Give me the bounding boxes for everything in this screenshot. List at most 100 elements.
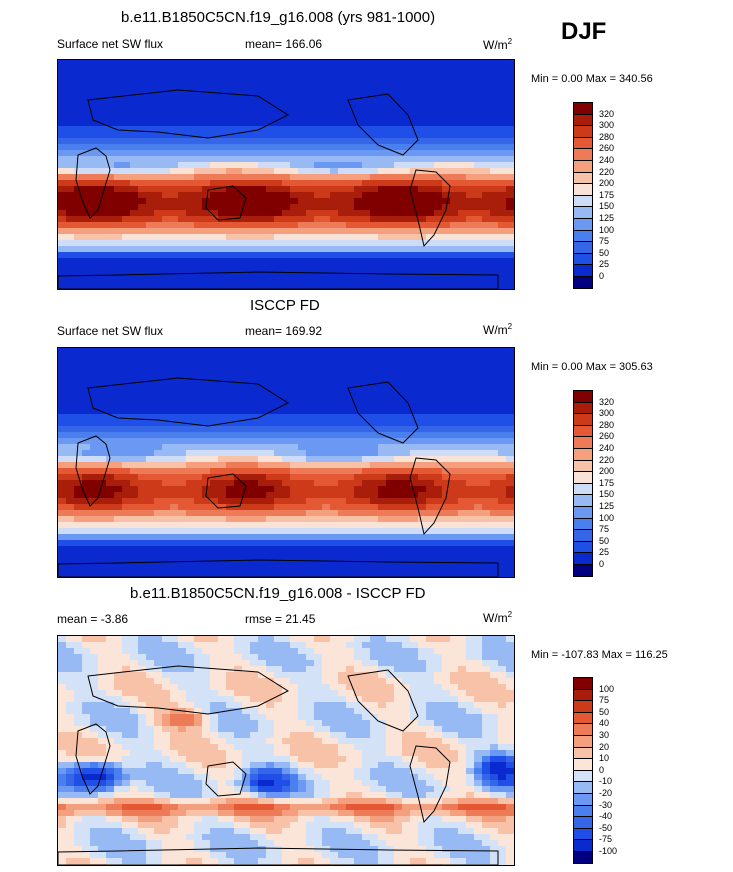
field-cell	[314, 672, 323, 679]
field-cell	[434, 558, 443, 565]
field-cell	[362, 126, 371, 133]
field-cell	[314, 426, 323, 433]
field-cell	[290, 426, 299, 433]
field-cell	[74, 540, 83, 547]
field-cell	[330, 150, 339, 157]
field-cell	[98, 666, 107, 673]
field-cell	[106, 60, 115, 67]
field-cell	[506, 522, 514, 529]
field-cell	[394, 648, 403, 655]
field-cell	[146, 642, 155, 649]
field-cell	[178, 234, 187, 241]
field-cell	[250, 240, 259, 247]
field-cell	[146, 540, 155, 547]
field-cell	[450, 210, 459, 217]
field-cell	[458, 558, 467, 565]
field-cell	[74, 498, 83, 505]
field-cell	[162, 636, 171, 643]
field-cell	[122, 180, 131, 187]
field-cell	[402, 396, 411, 403]
field-cell	[442, 426, 451, 433]
field-cell	[130, 216, 139, 223]
field-cell	[66, 450, 75, 457]
field-cell	[194, 420, 203, 427]
field-cell	[330, 204, 339, 211]
field-cell	[370, 432, 379, 439]
field-cell	[402, 414, 411, 421]
field-cell	[146, 534, 155, 541]
field-cell	[458, 648, 467, 655]
field-cell	[442, 174, 451, 181]
colorbar-tick-label: 50	[599, 535, 610, 546]
field-cell	[418, 174, 427, 181]
field-cell	[314, 138, 323, 145]
field-cell	[498, 180, 507, 187]
field-cell	[330, 174, 339, 181]
field-cell	[250, 174, 259, 181]
field-cell	[338, 426, 347, 433]
field-cell	[282, 270, 291, 277]
field-cell	[202, 546, 211, 553]
field-cell	[282, 252, 291, 259]
field-cell	[58, 666, 67, 673]
field-cell	[58, 552, 67, 559]
field-cell	[482, 90, 491, 97]
field-cell	[378, 432, 387, 439]
field-cell	[114, 366, 123, 373]
field-cell	[354, 66, 363, 73]
field-cell	[90, 492, 99, 499]
field-cell	[418, 648, 427, 655]
field-cell	[290, 162, 299, 169]
field-cell	[482, 72, 491, 79]
field-cell	[170, 666, 179, 673]
field-cell	[354, 498, 363, 505]
field-cell	[338, 546, 347, 553]
field-cell	[242, 498, 251, 505]
field-cell	[466, 210, 475, 217]
field-cell	[434, 564, 443, 571]
field-cell	[490, 366, 499, 373]
field-cell	[234, 654, 243, 661]
field-cell	[186, 150, 195, 157]
field-cell	[130, 348, 139, 355]
field-cell	[210, 438, 219, 445]
field-cell	[218, 522, 227, 529]
field-cell	[362, 432, 371, 439]
field-cell	[274, 96, 283, 103]
field-cell	[98, 420, 107, 427]
field-cell	[338, 360, 347, 367]
field-cell	[498, 228, 507, 235]
field-cell	[370, 522, 379, 529]
field-cell	[506, 240, 514, 247]
field-cell	[450, 564, 459, 571]
field-cell	[258, 516, 267, 523]
field-cell	[106, 516, 115, 523]
field-cell	[466, 558, 475, 565]
field-cell	[74, 216, 83, 223]
field-cell	[322, 450, 331, 457]
field-cell	[114, 648, 123, 655]
field-cell	[114, 150, 123, 157]
field-cell	[162, 666, 171, 673]
field-cell	[98, 90, 107, 97]
field-cell	[378, 354, 387, 361]
field-cell	[450, 540, 459, 547]
field-cell	[162, 210, 171, 217]
field-cell	[434, 516, 443, 523]
field-cell	[74, 396, 83, 403]
field-cell	[410, 408, 419, 415]
field-cell	[98, 678, 107, 685]
field-cell	[106, 120, 115, 127]
field-cell	[194, 354, 203, 361]
field-cell	[114, 168, 123, 175]
field-cell	[210, 96, 219, 103]
field-cell	[410, 198, 419, 205]
field-cell	[82, 234, 91, 241]
field-cell	[218, 648, 227, 655]
field-cell	[298, 414, 307, 421]
field-cell	[346, 510, 355, 517]
field-cell	[290, 180, 299, 187]
field-cell	[90, 246, 99, 253]
field-cell	[274, 522, 283, 529]
field-cell	[306, 498, 315, 505]
